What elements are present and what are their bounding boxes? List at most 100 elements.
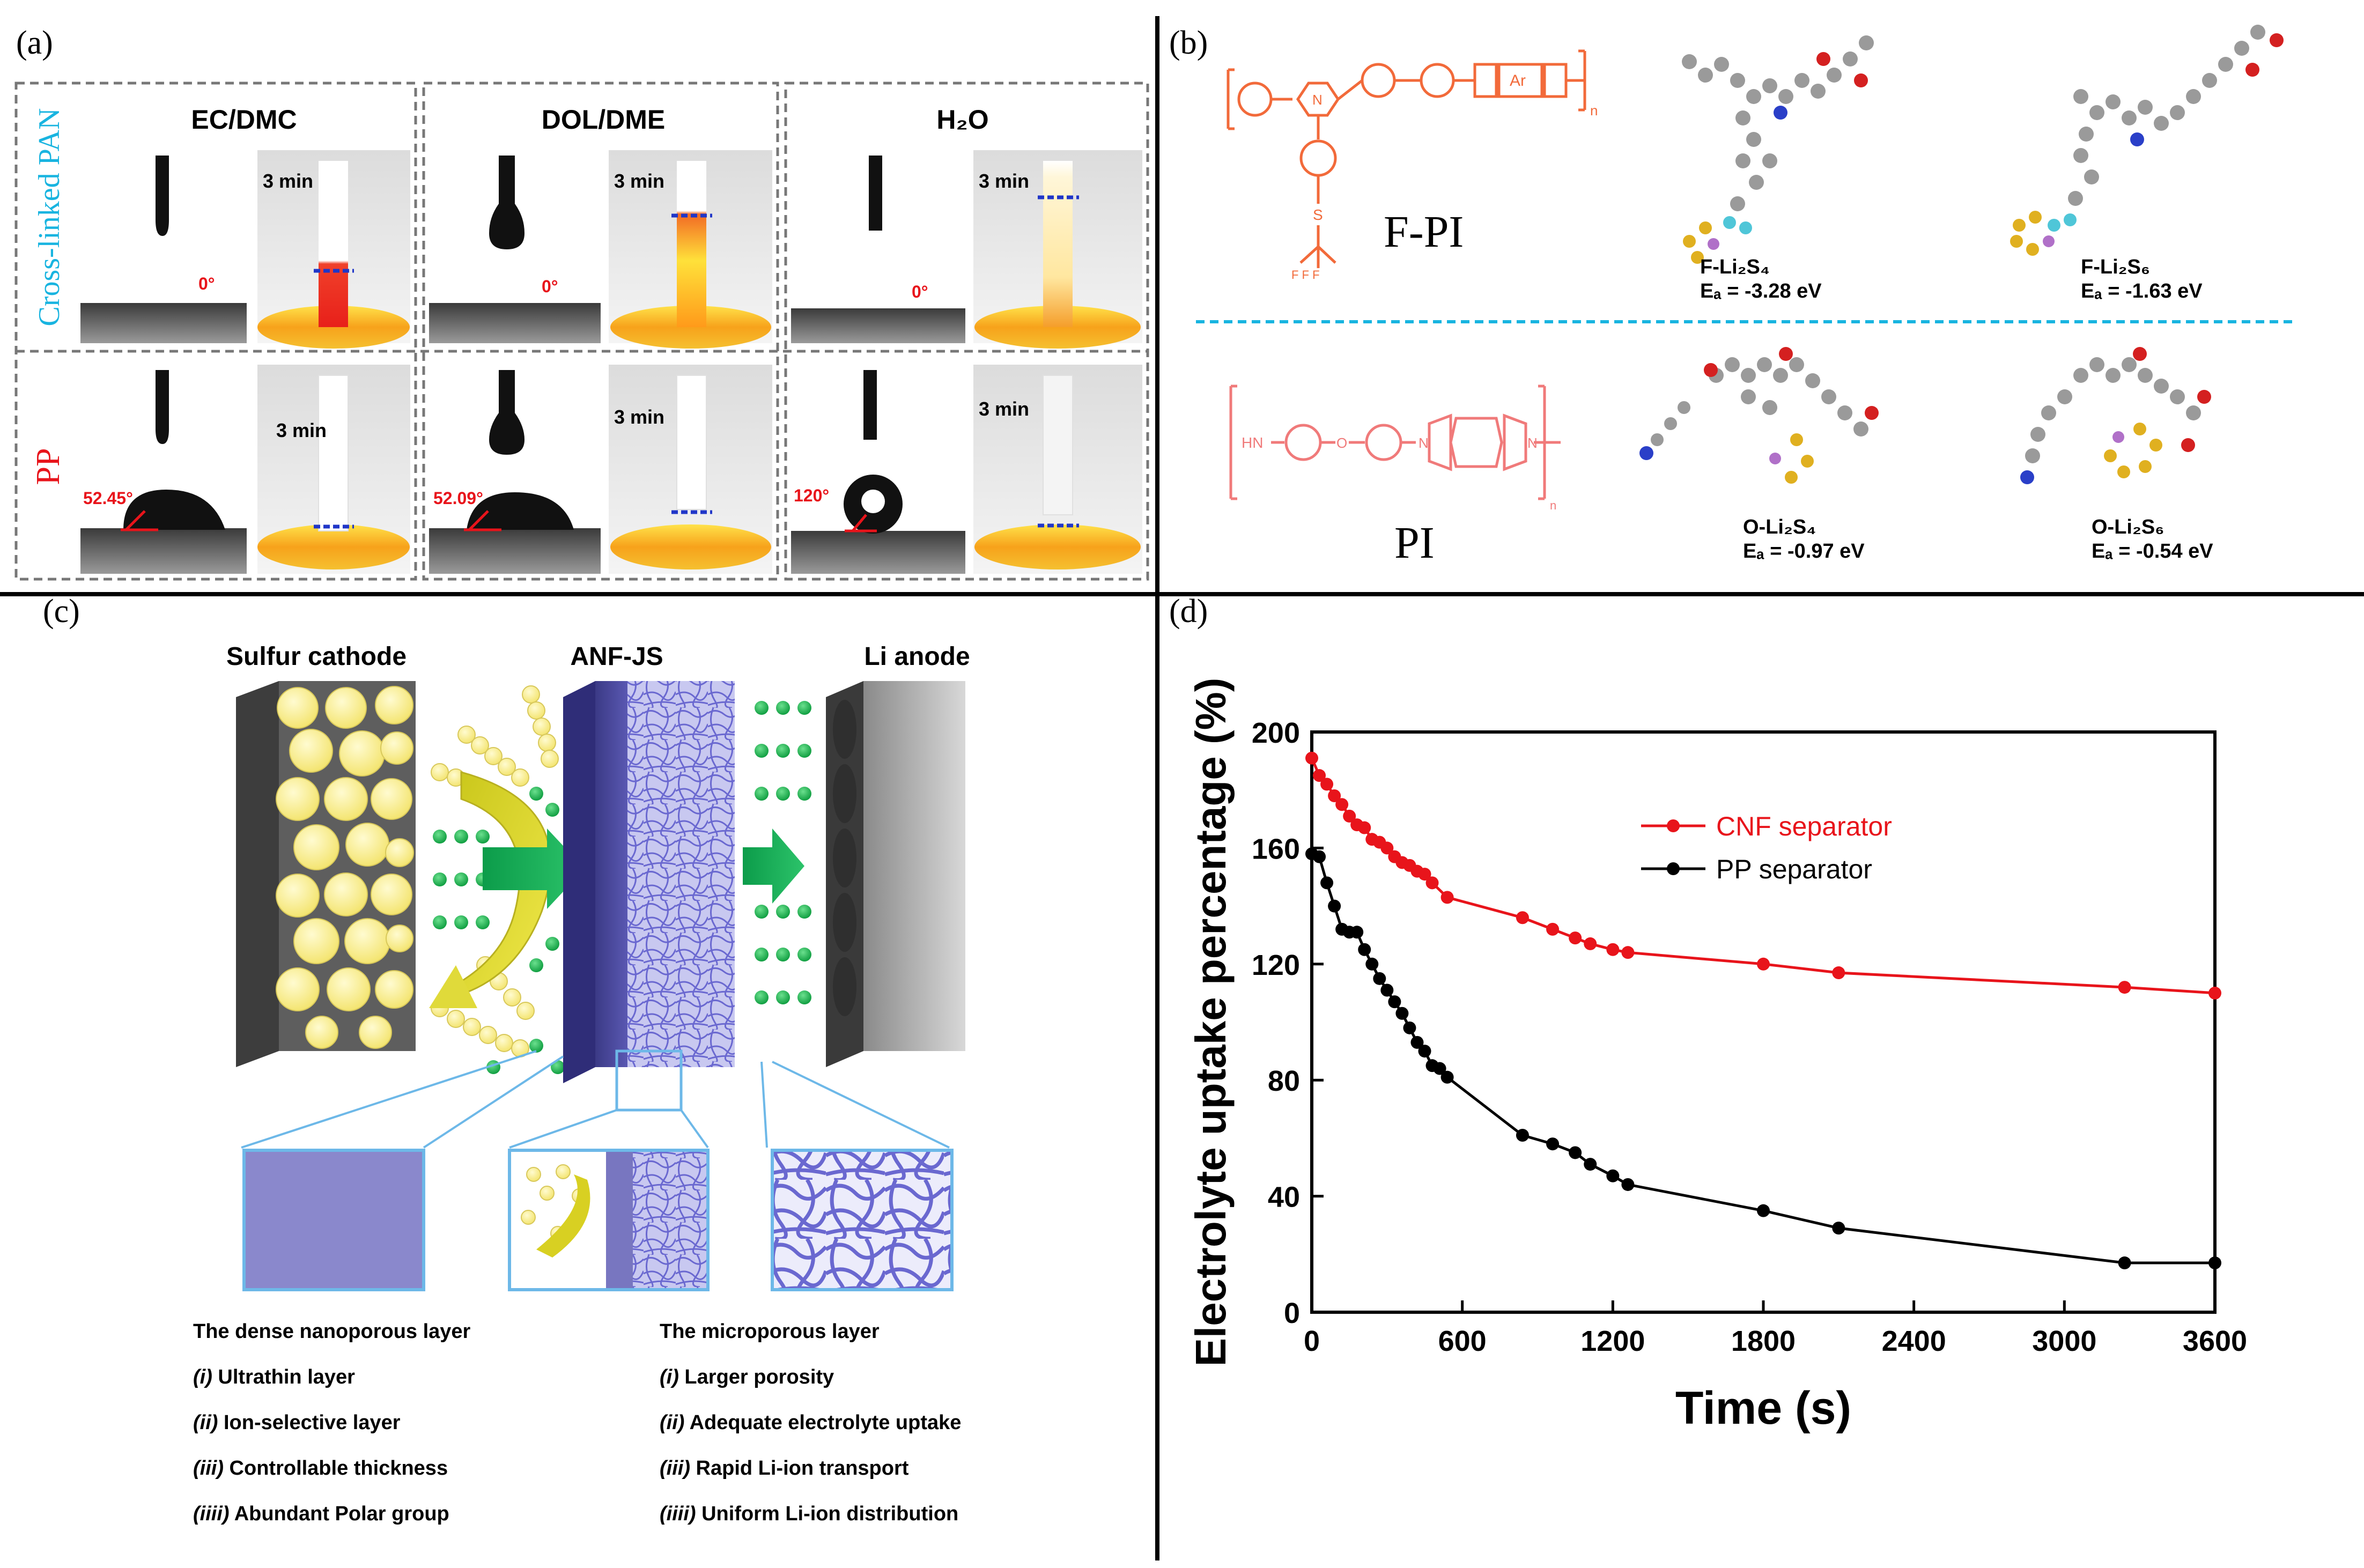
row-label-pan: Cross-linked PAN [33,108,66,326]
time-label: 3 min [614,406,664,428]
data-point [1328,789,1341,803]
mol-energy-o-li2s6: Eₐ = -0.54 eV [2092,540,2213,563]
angle-pp-doldme: 52.09° [433,489,483,508]
substrate [80,528,247,574]
panel-a-box-col1 [14,82,417,581]
sessile-drop [467,492,574,530]
oxygen-atom [2133,347,2147,361]
anode-dendrites [833,700,856,1016]
substrate [80,303,247,343]
right-item-1: (i) Larger porosity [660,1366,834,1388]
data-point [1569,1146,1582,1159]
sulfur-atom [2104,449,2117,462]
y-tick-label: 40 [1268,1181,1300,1214]
angle-marker [121,510,158,531]
time-label: 3 min [979,170,1029,192]
li-ion-flow-arrow [483,829,585,909]
data-point [1546,1137,1560,1151]
time-label: 3 min [263,170,313,192]
sulfur-particles [276,686,414,1049]
lithium-atom [1769,453,1781,464]
sulfur-atom [1683,235,1696,248]
needle-droplet [156,156,169,236]
carbon-atoms [2068,25,2265,206]
separator-strip [1043,375,1073,515]
angle-pp-ecdmc: 52.45° [83,489,133,508]
x-axis-label: Time (s) [1675,1382,1851,1434]
panel-d-label: (d) [1169,593,1208,630]
y-tick-label: 120 [1252,949,1300,981]
fluorine-atom [1739,221,1752,234]
mol-label-o-li2s4: O-Li₂S₄ [1743,516,1816,538]
data-point [1410,1036,1424,1049]
electrolyte-dish [974,524,1141,569]
fpi-structure [1227,49,1586,268]
right-item-2: (ii) Adequate electrolyte uptake [660,1411,961,1434]
needle-droplet [489,370,524,455]
x-tick-label: 1800 [1731,1325,1796,1357]
right-item-4: (iiii) Uniform Li-ion distribution [660,1503,958,1525]
data-point [1365,957,1379,971]
data-point [1516,1128,1529,1142]
data-point [1380,983,1394,997]
data-point [1373,972,1386,985]
left-item-1: (i) Ultrathin layer [193,1366,355,1388]
pi-o-label: O [1336,435,1347,451]
li-ions-left [433,787,565,1074]
sulfur-atom [2013,219,2026,232]
panel-a: (a) EC/DMC DOL/DME H₂O Cross-linked PAN … [14,25,1149,581]
data-point [1569,931,1582,945]
data-point [1358,943,1371,956]
li-ion-flow-arrow-2 [743,829,804,904]
data-point [1380,841,1394,855]
fpi-f-atoms: F F F [1291,268,1320,282]
inset-microporous [771,1149,954,1291]
inset-reflect-arrow [536,1174,590,1258]
carbon-atoms [1682,35,1874,211]
fpi-n-sub: n [1590,102,1598,119]
data-point [1320,778,1334,791]
data-point [1320,876,1334,890]
x-tick-label: 600 [1438,1325,1487,1357]
sulfur-atom [2010,235,2023,248]
column-header-ecdmc: EC/DMC [191,105,297,135]
data-point [1606,943,1620,956]
inset-fibers [633,1152,706,1288]
panel-a-box-col2 [422,82,779,581]
y-tick-label: 200 [1252,717,1300,749]
pi-hn-label: HN [1242,434,1263,451]
mol-energy-f-li2s4: Eₐ = -3.28 eV [1700,280,1822,302]
mol-energy-o-li2s4: Eₐ = -0.97 eV [1743,540,1865,563]
fpi-s-atom: S [1313,206,1323,223]
carbon-atoms [2025,357,2201,463]
x-tick-label: 0 [1304,1325,1320,1357]
mol-energy-f-li2s6: Eₐ = -1.63 eV [2081,280,2203,302]
legend-marker [1667,862,1680,875]
oxygen-atom [2181,438,2195,452]
nitrogen-atom [2020,470,2034,484]
panel-b-label: (b) [1169,25,1208,61]
substrate [429,528,601,574]
oxygen-atom [1865,406,1879,420]
fluorine-atom [2048,219,2060,232]
data-point [1433,1062,1446,1075]
title-sulfur-cathode: Sulfur cathode [226,642,407,671]
data-point [1425,876,1439,890]
separator-strip [1043,161,1073,327]
data-point [2118,1256,2131,1270]
data-point [1418,868,1431,881]
oxygen-atom [1816,52,1830,66]
mol-label-f-li2s4: F-Li₂S₄ [1700,256,1770,278]
legend-label: CNF separator [1716,811,1892,841]
sulfur-atom [1801,455,1814,468]
column-header-h2o: H₂O [936,105,988,135]
electrolyte-dish [257,524,410,569]
panel-a-label: (a) [16,25,53,61]
data-point [1621,946,1635,959]
left-item-2: (ii) Ion-selective layer [193,1411,401,1434]
sulfur-atom [1699,221,1712,234]
panel-b: (b) N Ar n S F F [1169,25,2295,568]
cathode-side [236,681,279,1067]
sulfur-atom [1790,433,1803,446]
zoom-box [615,1049,683,1112]
